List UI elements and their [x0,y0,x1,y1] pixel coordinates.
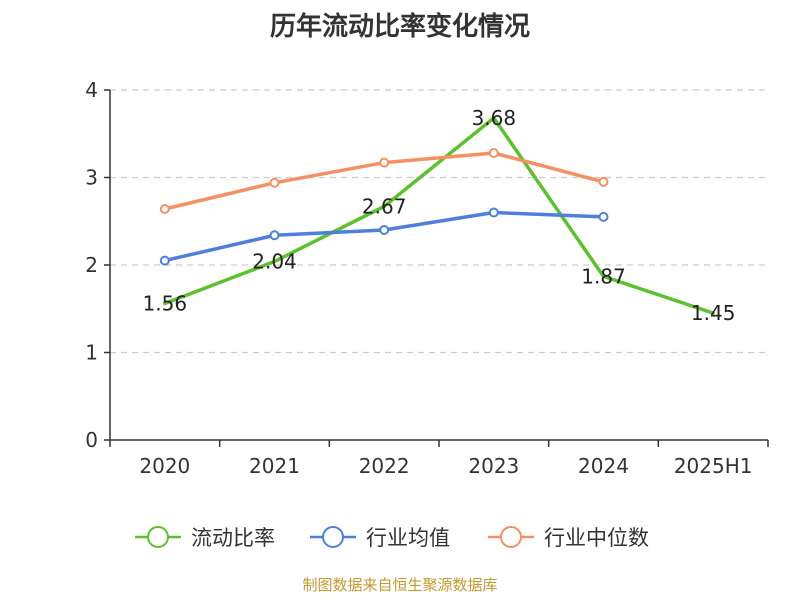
legend-item[interactable]: 行业中位数 [488,526,649,550]
data-point [269,177,280,188]
data-point [379,157,390,168]
y-tick-label: 2 [85,253,98,277]
data-point [159,255,170,266]
data-label: 1.87 [581,264,626,288]
data-point [159,204,170,214]
legend-item[interactable]: 行业均值 [310,526,450,550]
x-tick-label: 2024 [578,454,629,478]
data-point [269,230,280,241]
data-point [598,176,609,187]
data-label: 1.45 [691,301,736,325]
x-tick-label: 2022 [359,454,410,478]
series-lines [159,116,715,315]
legend-marker [147,526,169,548]
y-tick-label: 0 [85,428,98,452]
y-tick-label: 1 [85,341,98,365]
legend-label: 流动比率 [191,526,275,550]
series-line [163,116,715,315]
legend-label: 行业均值 [366,526,450,550]
y-tick-label: 3 [85,166,98,190]
data-point [598,211,609,222]
axes: 0 1 2 3 4 2020 2021 2022 2023 2024 2025H1 [85,78,769,478]
data-label: 1.56 [143,292,188,316]
data-label: 2.67 [362,194,407,218]
data-point [379,225,390,235]
chart-title: 历年流动比率变化情况 [269,12,530,42]
x-tick-label: 2025H1 [674,454,753,478]
data-point [488,207,499,218]
legend-item[interactable]: 流动比率 [135,526,275,550]
x-tick-label: 2020 [139,454,190,478]
x-tick-label: 2021 [249,454,300,478]
data-labels: 1.56 2.04 2.67 3.68 1.87 1.45 [143,106,736,325]
data-point [488,148,499,158]
source-footer: 制图数据来自恒生聚源数据库 [302,576,498,594]
series-line [163,210,606,263]
data-label: 2.04 [252,250,297,274]
data-label: 3.68 [472,106,517,130]
legend-label: 行业中位数 [544,526,649,550]
legend-marker [500,526,522,548]
legend-marker [322,526,344,548]
legend[interactable]: 流动比率 行业均值 行业中位数 [135,526,649,550]
y-tick-label: 4 [85,78,98,102]
x-tick-label: 2023 [468,454,519,478]
